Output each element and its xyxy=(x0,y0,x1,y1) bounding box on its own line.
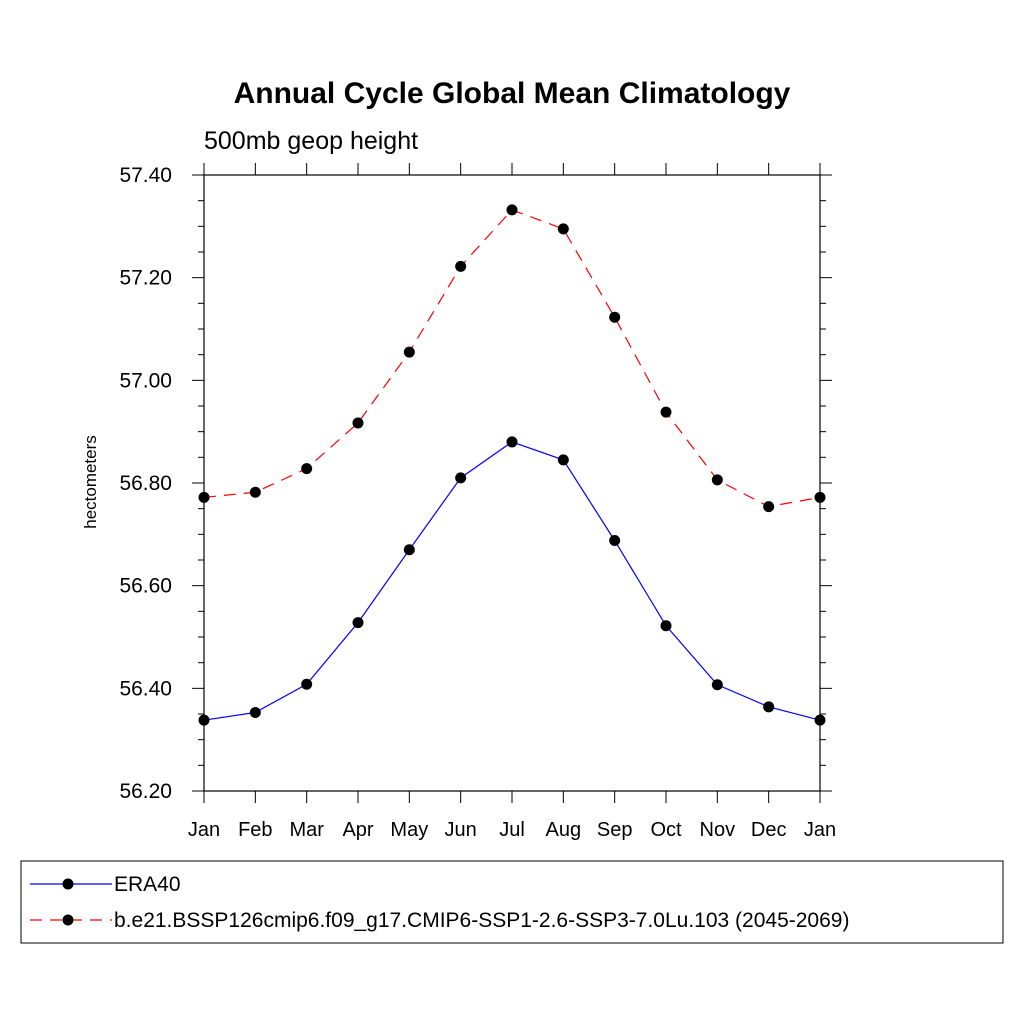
y-tick-label: 57.40 xyxy=(119,164,172,187)
data-point xyxy=(198,491,210,503)
x-tick-label: Oct xyxy=(650,819,682,841)
data-point xyxy=(660,620,672,632)
legend: ERA40 b.e21.BSSP126cmip6.f09_g17.CMIP6-SS… xyxy=(30,873,849,932)
x-tick-label: Dec xyxy=(751,819,787,841)
x-tick-label: Sep xyxy=(597,819,633,841)
chart-subtitle: 500mb geop height xyxy=(204,127,418,155)
axis-ticks: Jan Feb Mar Apr May Jun Jul Aug Sep Oct Nov Dec Jan 5… xyxy=(119,163,836,841)
legend-marker xyxy=(62,878,74,890)
y-tick-label: 57.20 xyxy=(119,267,172,290)
legend-box xyxy=(20,860,1004,944)
y-tick-label: 56.80 xyxy=(119,472,172,495)
series-2 xyxy=(198,204,826,513)
data-point xyxy=(660,406,672,418)
data-point xyxy=(301,678,313,690)
data-point xyxy=(506,204,518,216)
data-point xyxy=(557,454,569,466)
data-point xyxy=(301,463,313,475)
data-point xyxy=(711,679,723,691)
series-1 xyxy=(198,436,826,726)
series-layer xyxy=(198,204,826,726)
data-point xyxy=(249,706,261,718)
data-point xyxy=(763,701,775,713)
data-point xyxy=(763,501,775,513)
y-axis-label: hectometers xyxy=(81,435,100,529)
x-tick-label: Jan xyxy=(804,819,836,841)
series-line xyxy=(203,441,821,721)
data-point xyxy=(506,436,518,448)
data-point xyxy=(249,486,261,498)
y-tick-label: 57.00 xyxy=(119,369,172,392)
legend-item-1: ERA40 xyxy=(30,873,181,896)
data-point xyxy=(352,417,364,429)
x-tick-label: Jan xyxy=(188,819,220,841)
x-tick-label: May xyxy=(390,819,428,841)
data-point xyxy=(455,472,467,484)
x-tick-label: Jun xyxy=(445,819,477,841)
y-tick-label: 56.40 xyxy=(119,677,172,700)
legend-item-2: b.e21.BSSP126cmip6.f09_g17.CMIP6-SSP1-2.… xyxy=(30,909,849,932)
data-point xyxy=(814,491,826,503)
chart-title: Annual Cycle Global Mean Climatology xyxy=(234,77,791,110)
data-point xyxy=(557,223,569,235)
data-point xyxy=(403,346,415,358)
x-tick-label: Mar xyxy=(289,819,324,841)
x-tick-label: Jul xyxy=(499,819,525,841)
data-point xyxy=(352,617,364,629)
legend-label: ERA40 xyxy=(114,873,181,896)
data-point xyxy=(455,260,467,272)
data-point xyxy=(609,311,621,323)
legend-label: b.e21.BSSP126cmip6.f09_g17.CMIP6-SSP1-2.… xyxy=(114,909,849,932)
data-point xyxy=(814,714,826,726)
data-point xyxy=(711,474,723,486)
x-tick-label: Aug xyxy=(546,819,582,841)
x-tick-label: Feb xyxy=(238,819,272,841)
x-tick-label: Nov xyxy=(700,819,736,841)
y-tick-label: 56.60 xyxy=(119,575,172,598)
data-point xyxy=(609,534,621,546)
y-tick-label: 56.20 xyxy=(119,780,172,803)
plot-frame xyxy=(203,174,821,792)
series-line xyxy=(203,209,821,508)
x-tick-label: Apr xyxy=(342,819,373,841)
data-point xyxy=(198,714,210,726)
legend-marker xyxy=(62,914,74,926)
data-point xyxy=(403,544,415,556)
